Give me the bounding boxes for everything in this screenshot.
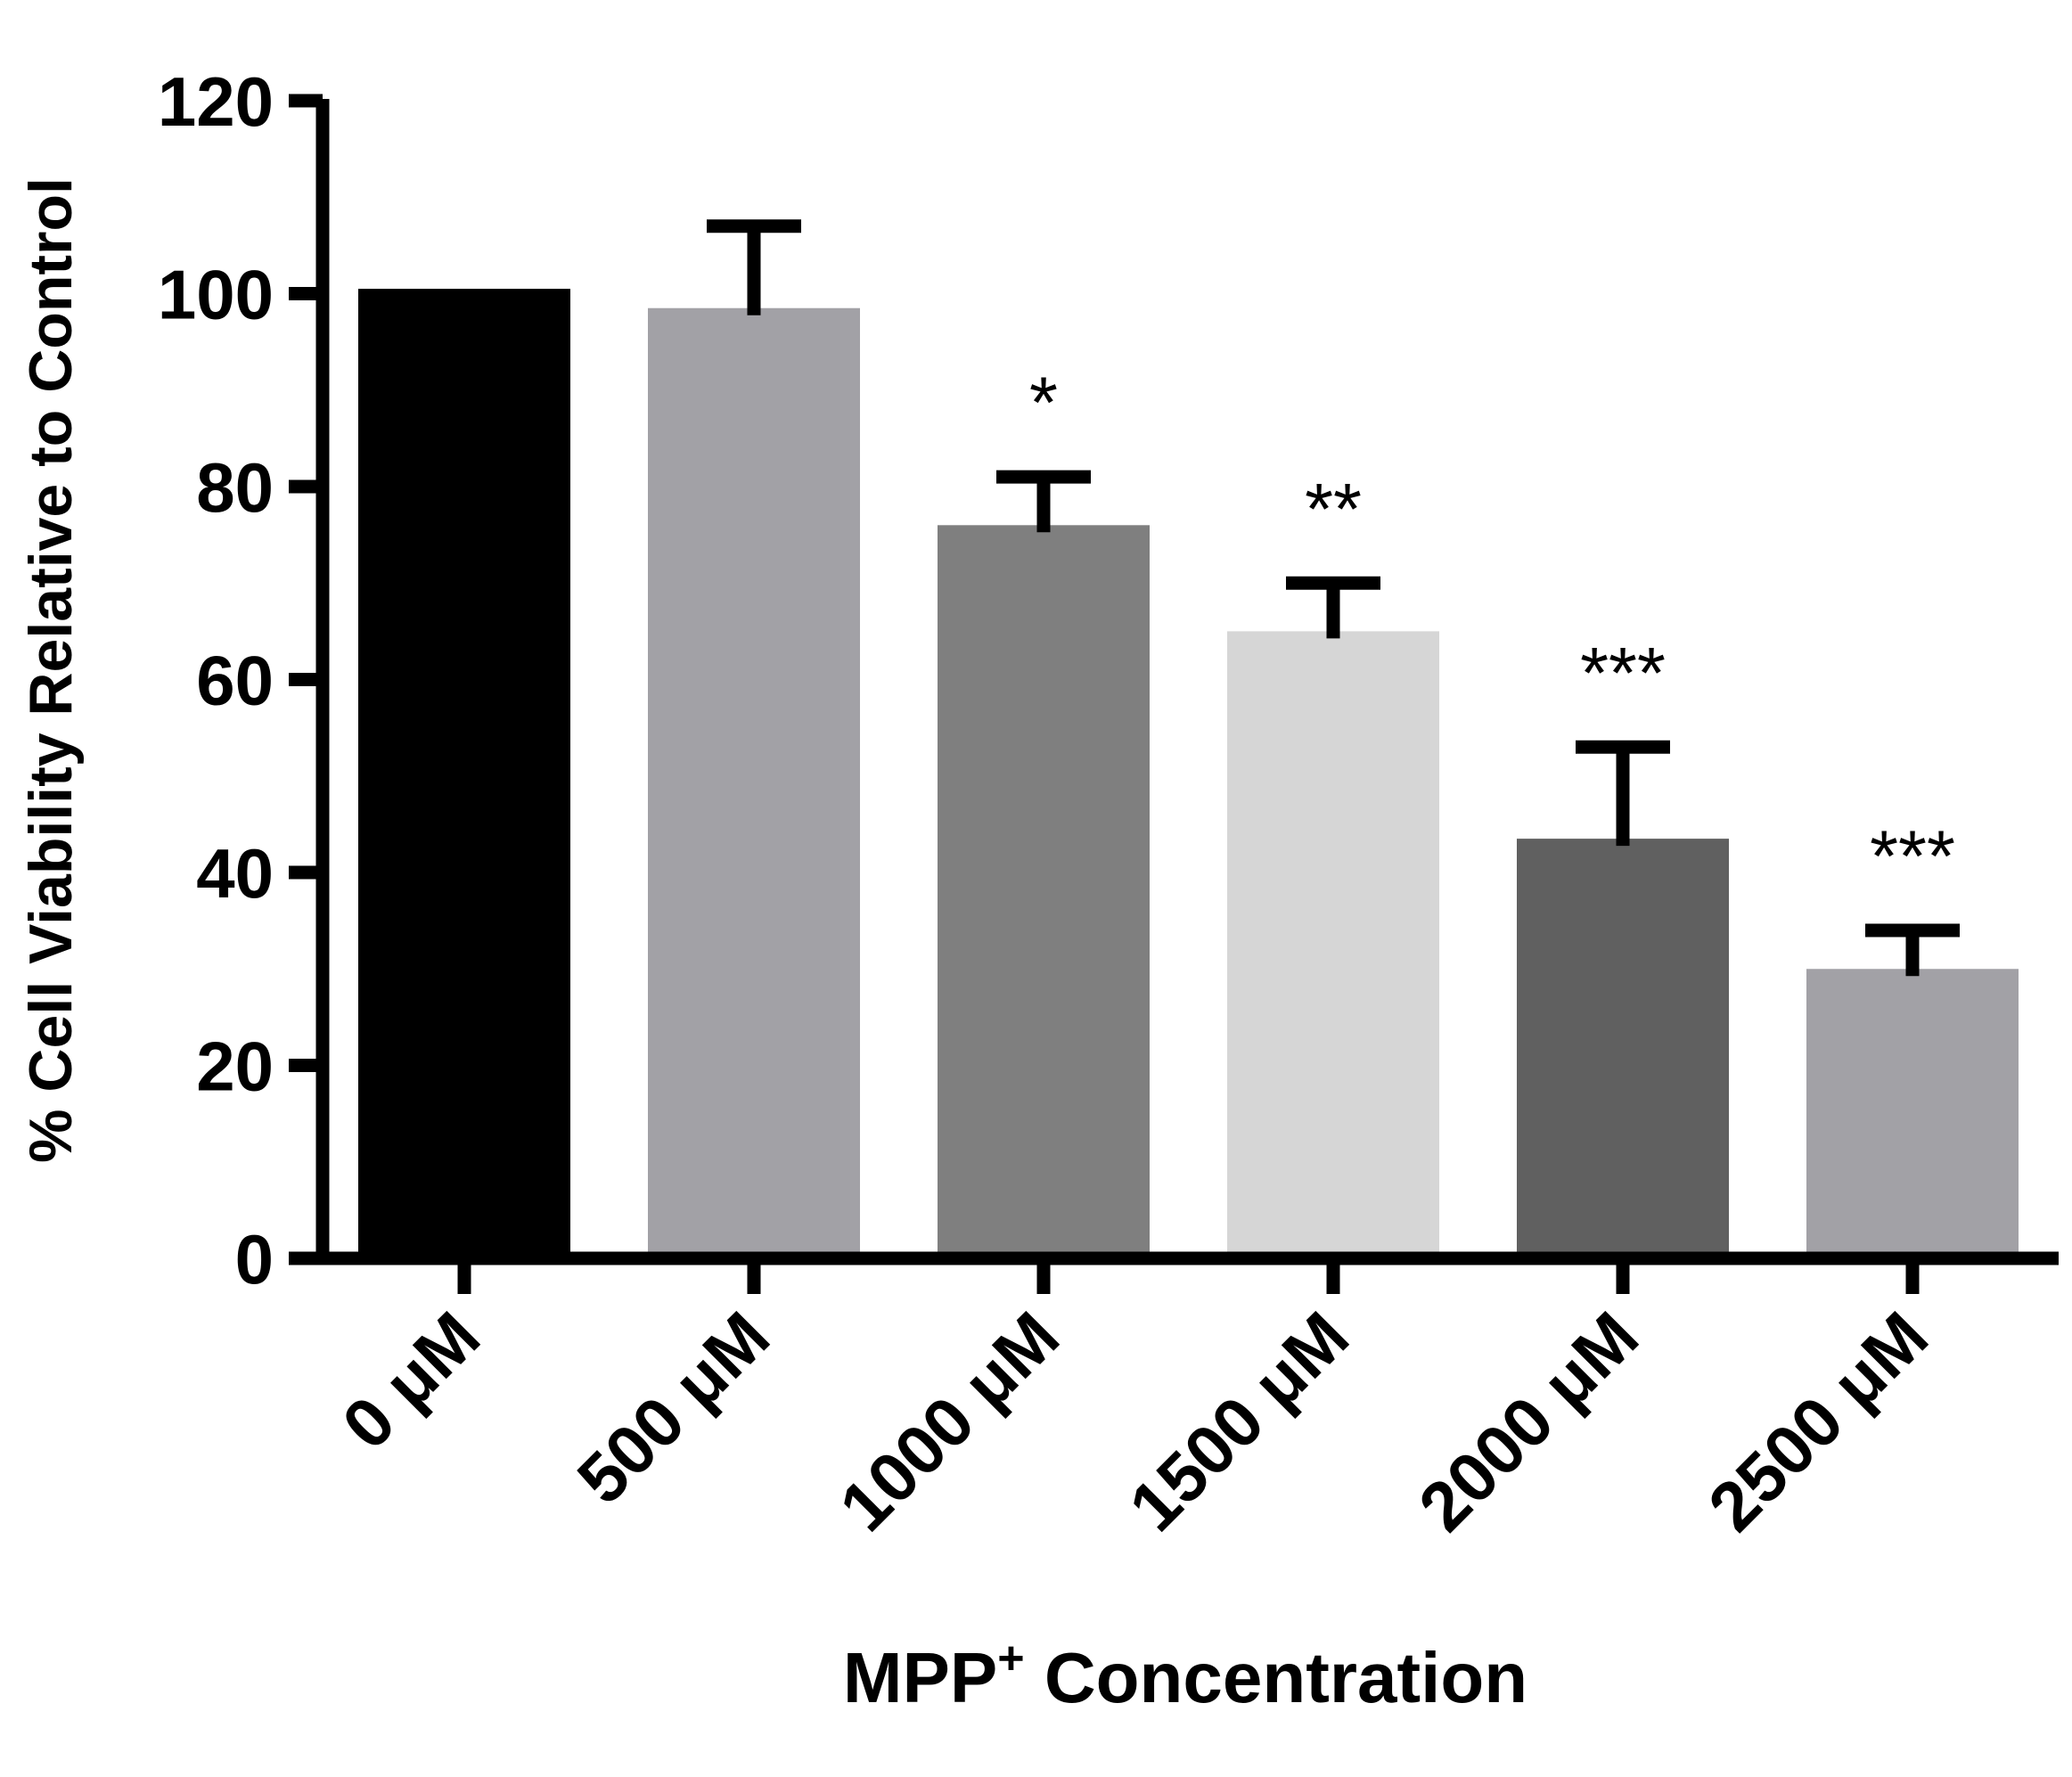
significance-label-2: * bbox=[1029, 363, 1058, 444]
x-tick-label-0: 0 μM bbox=[327, 1297, 495, 1464]
y-tick-label-2: 40 bbox=[196, 834, 274, 913]
y-tick-label-1: 20 bbox=[196, 1028, 274, 1106]
x-tick-label-5: 2500 μM bbox=[1693, 1297, 1943, 1546]
bars-layer bbox=[358, 289, 2019, 1258]
y-tick-label-0: 0 bbox=[235, 1220, 274, 1298]
y-tick-label-5: 100 bbox=[158, 256, 274, 334]
y-tick-label-6: 120 bbox=[158, 62, 274, 141]
bar-3 bbox=[1227, 631, 1439, 1258]
x-axis-title-superscript: + bbox=[997, 1633, 1024, 1684]
bar-5 bbox=[1806, 969, 2019, 1258]
error-bars-layer bbox=[707, 219, 1960, 977]
y-axis-title: % Cell Viability Relative to Control bbox=[17, 177, 85, 1163]
significance-layer: ********* bbox=[1029, 363, 1955, 897]
significance-label-3: ** bbox=[1305, 469, 1362, 550]
bar-1 bbox=[648, 307, 860, 1258]
x-tick-label-4: 2000 μM bbox=[1404, 1297, 1653, 1546]
x-ticks-layer: 0 μM 500 μM 1000 μM 1500 μM 2000 μM 2500 μM bbox=[327, 1258, 1943, 1546]
bar-0 bbox=[358, 289, 570, 1258]
y-tick-label-4: 80 bbox=[196, 448, 274, 527]
bar-4 bbox=[1517, 839, 1729, 1258]
significance-label-4: *** bbox=[1580, 633, 1666, 714]
significance-label-5: *** bbox=[1870, 816, 1955, 897]
axes-layer bbox=[315, 99, 2059, 1265]
x-tick-label-3: 1500 μM bbox=[1114, 1297, 1364, 1546]
y-ticks-layer: 0 20 40 60 80 100 120 bbox=[158, 62, 323, 1298]
x-tick-label-2: 1000 μM bbox=[824, 1297, 1074, 1546]
x-axis-title: MPP+ Concentration bbox=[843, 1633, 1527, 1717]
x-axis-title-rest: Concentration bbox=[1025, 1638, 1527, 1717]
y-tick-label-3: 60 bbox=[196, 642, 274, 720]
bar-2 bbox=[938, 525, 1150, 1258]
x-axis-title-main: MPP bbox=[843, 1638, 997, 1717]
x-tick-label-1: 500 μM bbox=[562, 1297, 784, 1519]
